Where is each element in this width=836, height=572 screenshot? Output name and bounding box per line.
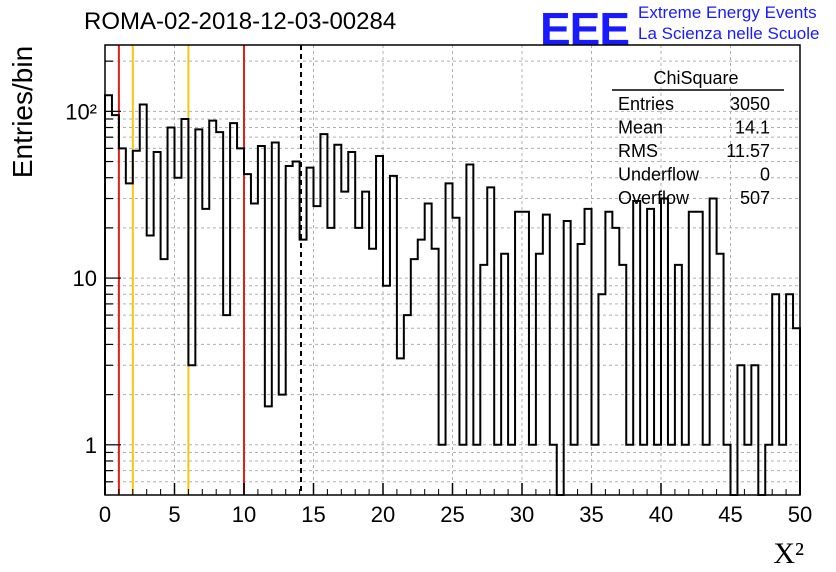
x-tick-label: 40: [649, 502, 673, 527]
y-tick-label: 1: [85, 433, 97, 458]
stats-label: Underflow: [618, 165, 700, 185]
logo-line-1: Extreme Energy Events: [638, 3, 817, 22]
stats-value: 14.1: [735, 118, 770, 138]
grid-lines: [105, 45, 800, 495]
stats-value: 3050: [730, 94, 770, 114]
x-tick-label: 45: [718, 502, 742, 527]
stats-label: RMS: [618, 141, 658, 161]
logo-line-2: La Scienza nelle Scuole: [638, 24, 820, 43]
x-tick-label: 0: [99, 502, 111, 527]
stats-box: ChiSquare Entries 3050 Mean 14.1 RMS 11.57 Unde…: [612, 68, 784, 208]
y-tick-label: 10²: [65, 99, 97, 124]
stats-title: ChiSquare: [653, 68, 738, 88]
stats-value: 11.57: [726, 141, 770, 161]
stats-label: Overflow: [618, 188, 690, 208]
x-tick-label: 15: [301, 502, 325, 527]
x-ticks: 0 5 10 15 20 25 30 35 40 45 50: [99, 483, 812, 527]
x-tick-label: 20: [371, 502, 395, 527]
y-tick-label: 10: [73, 266, 97, 291]
histogram-outline: [104, 94, 801, 496]
stats-label: Entries: [618, 94, 674, 114]
stats-value: 507: [740, 188, 770, 208]
x-tick-label: 5: [168, 502, 180, 527]
stats-label: Mean: [618, 118, 663, 138]
x-tick-label: 30: [510, 502, 534, 527]
y-ticks: 1 10 10²: [65, 60, 121, 483]
stats-value: 0: [760, 165, 770, 185]
x-axis-label: X²: [773, 537, 804, 570]
x-tick-label: 50: [788, 502, 812, 527]
chart-title: ROMA-02-2018-12-03-00284: [84, 8, 397, 35]
x-tick-label: 10: [232, 502, 256, 527]
eee-logo: EEE: [540, 3, 630, 55]
y-axis-label: Entries/bin: [7, 46, 38, 178]
x-tick-label: 25: [440, 502, 464, 527]
x-tick-label: 35: [579, 502, 603, 527]
